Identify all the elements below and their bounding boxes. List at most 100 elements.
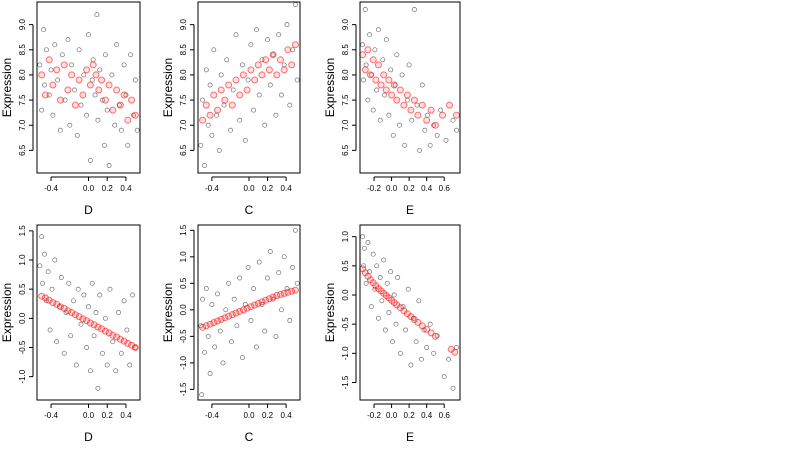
data-point-top-left-series1-13 bbox=[86, 81, 94, 89]
data-point-bottom-middle-series0-16 bbox=[234, 323, 240, 329]
data-point-bottom-left-series1-10 bbox=[75, 313, 83, 321]
data-point-top-right-series1-15 bbox=[400, 101, 408, 109]
x-tick-label-bottom-middle-0: -0.4 bbox=[205, 411, 219, 420]
data-point-bottom-middle-series0-15 bbox=[231, 296, 237, 302]
data-point-bottom-left-series0-38 bbox=[124, 327, 130, 333]
data-point-top-right-series0-16 bbox=[388, 67, 394, 73]
y-axis-title-bottom-left: Expression bbox=[0, 283, 14, 342]
y-tick-label-top-left-2: 7.5 bbox=[18, 94, 27, 106]
data-point-bottom-left-series0-0 bbox=[37, 263, 43, 269]
data-point-top-right-series0-0 bbox=[360, 42, 366, 48]
data-point-bottom-right-series0-15 bbox=[384, 280, 390, 286]
data-point-top-right-series0-29 bbox=[419, 82, 425, 88]
data-point-top-middle-series0-9 bbox=[216, 147, 222, 153]
data-point-bottom-middle-series1-6 bbox=[221, 314, 229, 322]
data-point-top-right-series0-21 bbox=[399, 72, 405, 78]
data-point-top-middle-series0-23 bbox=[256, 92, 262, 98]
data-point-bottom-middle-series0-38 bbox=[294, 280, 300, 286]
y-tick-label-bottom-middle-5: 1.0 bbox=[179, 251, 188, 263]
x-tick-label-bottom-middle-3: 0.4 bbox=[281, 411, 293, 420]
data-point-bottom-left-series0-36 bbox=[118, 350, 124, 356]
data-point-top-left-series1-21 bbox=[113, 86, 121, 94]
data-point-top-middle-series0-27 bbox=[267, 82, 273, 88]
data-point-top-right-series0-24 bbox=[406, 62, 412, 68]
data-point-bottom-middle-series0-14 bbox=[228, 339, 234, 345]
data-point-top-middle-series0-6 bbox=[209, 132, 215, 138]
data-point-top-left-series0-14 bbox=[67, 122, 73, 128]
data-point-top-middle-series1-5 bbox=[217, 86, 225, 94]
data-point-top-middle-series1-24 bbox=[288, 61, 296, 69]
data-point-bottom-right-series0-10 bbox=[375, 315, 381, 321]
data-point-top-left-series1-14 bbox=[89, 61, 97, 69]
data-point-top-right-series0-28 bbox=[417, 147, 423, 153]
x-axis-title-bottom-left: D bbox=[84, 430, 93, 444]
x-tick-label-bottom-middle-2: 0.2 bbox=[262, 411, 274, 420]
data-point-bottom-middle-series0-7 bbox=[209, 302, 215, 307]
data-point-top-right-series0-27 bbox=[414, 102, 420, 108]
data-point-top-right-series1-8 bbox=[380, 71, 388, 79]
data-point-bottom-middle-series0-1 bbox=[199, 392, 205, 398]
data-point-top-left-series0-42 bbox=[125, 142, 131, 148]
y-tick-label-bottom-right-4: 0.5 bbox=[341, 260, 350, 272]
data-point-bottom-middle-series1-4 bbox=[214, 317, 221, 325]
data-point-top-left-series1-12 bbox=[83, 66, 91, 74]
data-point-bottom-right-series0-26 bbox=[408, 362, 414, 368]
data-point-bottom-right-series0-14 bbox=[382, 327, 388, 333]
data-point-top-left-series0-8 bbox=[52, 42, 58, 48]
data-point-bottom-middle-series0-26 bbox=[262, 328, 268, 334]
data-point-top-left-series0-25 bbox=[90, 57, 96, 63]
data-point-bottom-middle-series0-31 bbox=[276, 270, 282, 276]
data-point-bottom-left-series0-7 bbox=[49, 286, 55, 292]
data-point-bottom-left-series0-12 bbox=[61, 350, 67, 356]
y-tick-label-bottom-middle-1: -1.0 bbox=[179, 355, 188, 369]
data-point-bottom-middle-series1-18 bbox=[265, 295, 273, 303]
data-point-bottom-right-series0-18 bbox=[390, 339, 395, 345]
plot-frame-top-left bbox=[36, 1, 141, 174]
data-point-bottom-left-series0-15 bbox=[68, 333, 74, 339]
data-point-top-middle-series0-8 bbox=[214, 112, 219, 118]
data-point-top-middle-series0-21 bbox=[251, 107, 257, 113]
data-point-bottom-right-series1-23 bbox=[431, 332, 439, 340]
data-point-top-left-series0-28 bbox=[95, 117, 101, 123]
data-point-bottom-middle-series1-9 bbox=[232, 309, 240, 317]
data-point-top-left-series0-17 bbox=[74, 132, 80, 138]
data-point-top-middle-series1-6 bbox=[221, 96, 229, 104]
data-point-bottom-right-series0-37 bbox=[446, 356, 452, 362]
x-axis-title-bottom-middle: C bbox=[245, 430, 254, 444]
data-point-top-middle-series1-3 bbox=[210, 91, 218, 99]
data-point-top-middle-series1-25 bbox=[291, 41, 299, 49]
data-point-top-left-series1-11 bbox=[79, 91, 87, 99]
x-tick-label-top-left-3: 0.4 bbox=[120, 184, 132, 193]
data-point-top-right-series0-37 bbox=[450, 117, 456, 123]
data-point-top-right-series0-13 bbox=[382, 92, 388, 98]
plot-frame-bottom-middle bbox=[197, 224, 301, 401]
data-point-bottom-middle-series0-23 bbox=[253, 344, 259, 350]
data-point-bottom-right-series0-7 bbox=[370, 251, 376, 257]
data-point-top-right-series0-15 bbox=[386, 112, 392, 118]
data-point-top-right-series1-23 bbox=[431, 121, 439, 129]
data-point-bottom-middle-series1-16 bbox=[258, 298, 266, 306]
data-point-top-right-series0-2 bbox=[362, 7, 368, 12]
scatter-panel-bottom-right: -0.2 0.0 0.2 0.4 0.6 -1.5 -1.0 -0.5 0.0 0.5 1.0 E Ex… bbox=[323, 224, 461, 444]
x-tick-label-bottom-middle-1: 0.0 bbox=[243, 411, 255, 420]
data-point-bottom-left-series0-35 bbox=[116, 310, 121, 315]
data-point-top-middle-series0-36 bbox=[292, 2, 298, 7]
data-point-bottom-middle-series0-17 bbox=[237, 275, 243, 281]
data-point-bottom-middle-series0-19 bbox=[242, 302, 248, 307]
data-point-bottom-left-series0-29 bbox=[100, 350, 105, 356]
data-point-bottom-middle-series0-27 bbox=[265, 275, 270, 281]
data-point-top-left-series0-6 bbox=[48, 67, 54, 73]
data-point-bottom-left-series1-19 bbox=[109, 331, 117, 339]
data-point-bottom-left-series0-39 bbox=[127, 362, 133, 368]
data-point-bottom-left-series1-16 bbox=[98, 325, 106, 333]
data-point-bottom-right-series0-8 bbox=[372, 286, 378, 292]
plot-frame-bottom-left bbox=[36, 224, 141, 401]
data-point-bottom-left-series0-17 bbox=[73, 362, 79, 368]
data-point-top-middle-series0-3 bbox=[203, 67, 209, 73]
data-point-bottom-left-series1-13 bbox=[86, 319, 94, 327]
data-point-top-right-series1-18 bbox=[410, 96, 418, 104]
data-point-top-middle-series0-13 bbox=[228, 127, 233, 133]
data-point-bottom-right-series0-16 bbox=[386, 310, 392, 315]
data-point-bottom-middle-series0-28 bbox=[267, 249, 273, 254]
data-point-bottom-right-series1-20 bbox=[418, 322, 426, 330]
